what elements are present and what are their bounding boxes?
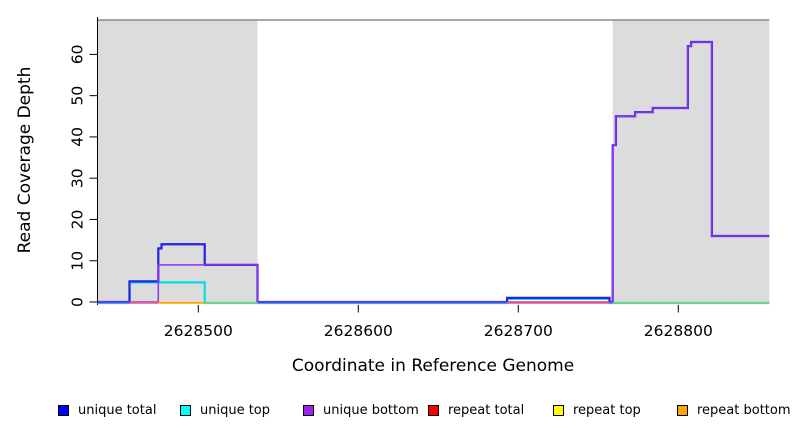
unique-bottom-swatch-icon — [303, 404, 314, 416]
legend-item-unique-bottom: unique bottom — [303, 402, 419, 418]
shaded-region — [612, 20, 770, 304]
y-tick-label: 40 — [69, 127, 87, 147]
x-tick-label: 2628700 — [484, 322, 553, 340]
legend-item-repeat-bottom: repeat bottom — [677, 402, 791, 418]
y-tick-label: 10 — [69, 251, 87, 271]
legend-label: repeat bottom — [697, 402, 791, 418]
y-tick-label: 0 — [69, 297, 87, 307]
y-tick-label: 60 — [69, 45, 87, 65]
legend-label: unique total — [78, 402, 157, 418]
x-tick-label: 2628800 — [644, 322, 713, 340]
legend-item-unique-top: unique top — [180, 402, 270, 418]
legend-label: repeat total — [448, 402, 525, 418]
x-axis-title: Coordinate in Reference Genome — [292, 356, 574, 376]
legend-item-unique-total: unique total — [58, 402, 156, 418]
unique-total-swatch-icon — [58, 404, 69, 416]
legend-label: repeat top — [573, 402, 641, 418]
y-tick-label: 20 — [69, 210, 87, 230]
plot-area: 0 10 20 30 40 50 60 2628500 2628600 2628700 262880… — [15, 17, 770, 376]
legend-item-repeat-top: repeat top — [553, 402, 641, 418]
x-tick-label: 2628600 — [324, 322, 393, 340]
repeat-bottom-swatch-icon — [677, 404, 688, 416]
shaded-region — [97, 20, 258, 304]
series-unique-bottom — [97, 41, 770, 303]
y-tick-label: 50 — [69, 86, 87, 106]
repeat-top-swatch-icon — [553, 404, 564, 416]
coverage-plot-canvas: 0 10 20 30 40 50 60 2628500 2628600 2628700 262880… — [15, 17, 770, 376]
legend-item-repeat-total: repeat total — [428, 402, 524, 418]
legend-label: unique bottom — [323, 402, 419, 418]
legend: unique total unique top unique bottom re… — [0, 396, 792, 422]
unique-top-swatch-icon — [180, 404, 191, 416]
legend-label: unique top — [200, 402, 271, 418]
y-tick-label: 30 — [69, 168, 87, 188]
x-tick-label: 2628500 — [164, 322, 233, 340]
y-axis-title: Read Coverage Depth — [15, 67, 35, 254]
repeat-total-swatch-icon — [428, 404, 439, 416]
